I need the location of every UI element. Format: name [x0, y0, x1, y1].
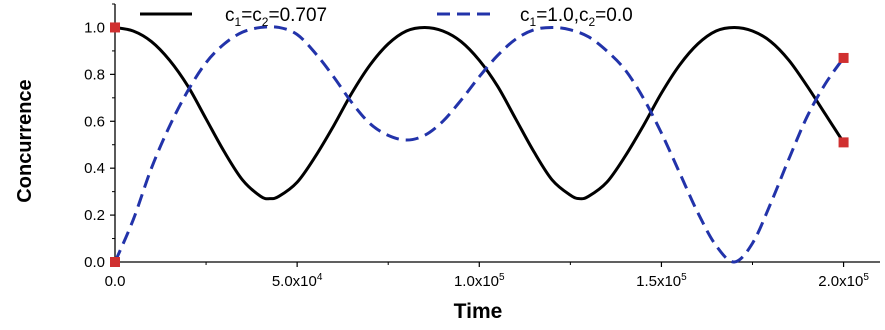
series-line-1: [114, 25, 845, 201]
data-marker: [110, 22, 120, 33]
x-tick-label: 5.0x104: [272, 272, 323, 290]
series-line-2: [113, 25, 845, 264]
y-tick-label: 1.0: [84, 19, 105, 36]
data-marker: [838, 137, 849, 148]
y-tick-label: 0.4: [84, 160, 105, 177]
x-tick-label: 2.0x105: [818, 272, 869, 290]
y-tick-label: 0.0: [84, 254, 105, 271]
y-tick-label: 0.2: [84, 207, 105, 224]
legend-label-2: c1=1.0,c2=0.0: [520, 5, 633, 29]
y-tick-label: 0.8: [84, 66, 105, 83]
marker-layer: [110, 22, 849, 267]
series-layer: [113, 25, 845, 264]
x-tick-label: 1.5x105: [636, 272, 687, 290]
axes: 0.0 0.2 0.4 0.6 0.8 1.0 0.0 5.0x104 1.0x105 1.5x1…: [84, 3, 880, 290]
legend: c1=c2=0.707 c1=1.0,c2=0.0: [140, 5, 633, 29]
legend-label-1: c1=c2=0.707: [225, 5, 327, 29]
data-marker: [838, 52, 849, 63]
x-axis-title: Time: [454, 300, 503, 323]
x-tick-label: 1.0x105: [454, 272, 505, 290]
y-tick-label: 0.6: [84, 113, 105, 130]
data-marker: [110, 257, 120, 267]
y-axis-title: Concurrence: [14, 79, 36, 202]
x-tick-label: 0.0: [105, 273, 126, 290]
